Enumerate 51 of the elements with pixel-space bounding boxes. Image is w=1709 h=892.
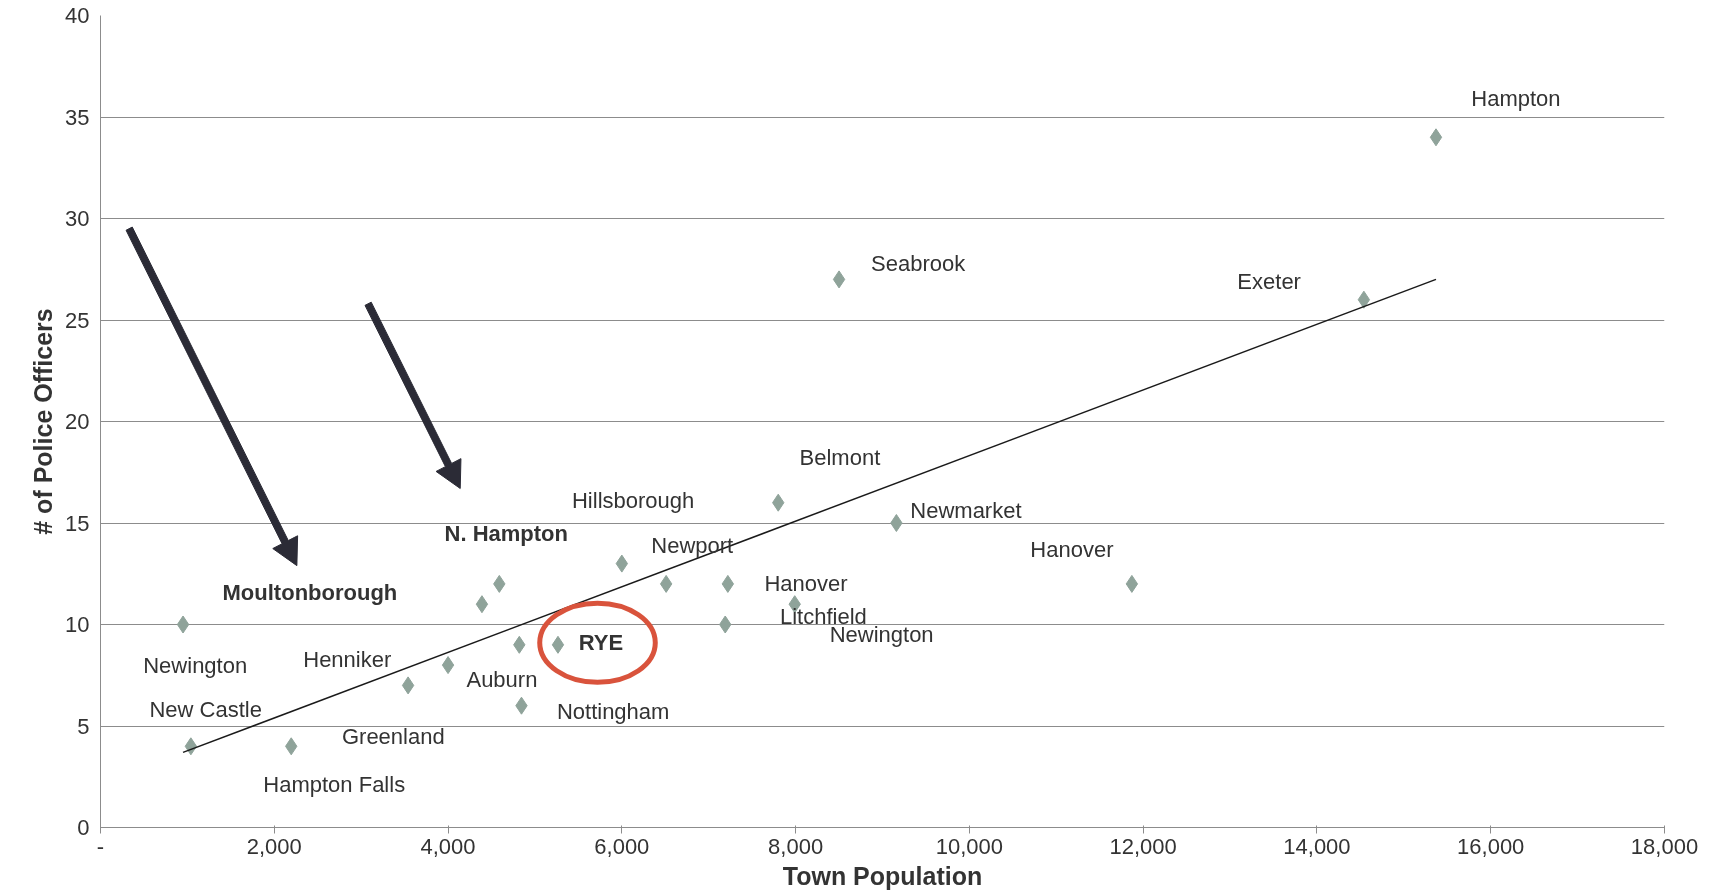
y-tick-label: 10: [65, 612, 90, 637]
annotation: Hampton Falls: [263, 772, 406, 798]
y-tick-label: 25: [65, 307, 90, 333]
annotation: New Castle: [149, 697, 262, 723]
point: [1357, 290, 1371, 309]
x-tick-label: 8,000: [768, 833, 824, 859]
y-tick-label: 0: [77, 815, 90, 840]
point: [659, 574, 673, 593]
x-tick-label: 10,000: [935, 833, 1004, 859]
annotation: Greenland: [341, 723, 445, 749]
point: [1125, 574, 1139, 593]
point: [551, 635, 565, 654]
point: [401, 676, 415, 695]
y-tick-label: 20: [65, 409, 90, 434]
x-tick-label: 12,000: [1109, 833, 1177, 859]
annotation: Newington: [143, 652, 248, 678]
x-tick-label: 18,000: [1630, 833, 1699, 859]
annotation: Hillsborough: [571, 488, 695, 514]
annotation: Auburn: [466, 666, 538, 692]
x-tick-label: 4,000: [420, 833, 476, 859]
y-tick-label: 5: [77, 713, 90, 739]
point: [890, 514, 903, 532]
x-tick-label: 14,000: [1283, 833, 1351, 859]
y-tick-label: 40: [65, 3, 90, 28]
point: [1429, 128, 1443, 147]
x-tick-label: 6,000: [594, 833, 650, 859]
annotation: Seabrook: [871, 250, 967, 276]
y-tick-label: 15: [65, 510, 90, 536]
annotation: Hanover: [764, 571, 848, 597]
y-tick-label: 35: [65, 104, 90, 130]
annotation: N. Hampton: [444, 520, 569, 546]
y-axis-title: # of Police Officers: [29, 308, 58, 535]
point: [176, 615, 190, 634]
point: [441, 656, 455, 675]
y-tick-label: 30: [65, 206, 90, 231]
x-tick-label: 16,000: [1457, 833, 1525, 859]
annotation: Belmont: [799, 444, 881, 470]
annotation: Newmarket: [910, 498, 1022, 524]
annotation: Hanover: [1030, 536, 1114, 562]
x-axis-title: Town Population: [782, 861, 983, 890]
annotation: Nottingham: [556, 699, 670, 725]
annotation: Henniker: [303, 646, 392, 672]
annotation: Newport: [651, 532, 734, 558]
annotation: RYE: [578, 630, 624, 656]
annotation: Hampton: [1471, 86, 1561, 112]
annotation: Exeter: [1237, 268, 1301, 294]
x-tick-label: 2,000: [246, 833, 302, 859]
annotation: Moultonborough: [222, 579, 398, 605]
point: [832, 270, 846, 289]
point: [475, 595, 489, 614]
x-tick-label: -: [96, 833, 105, 859]
